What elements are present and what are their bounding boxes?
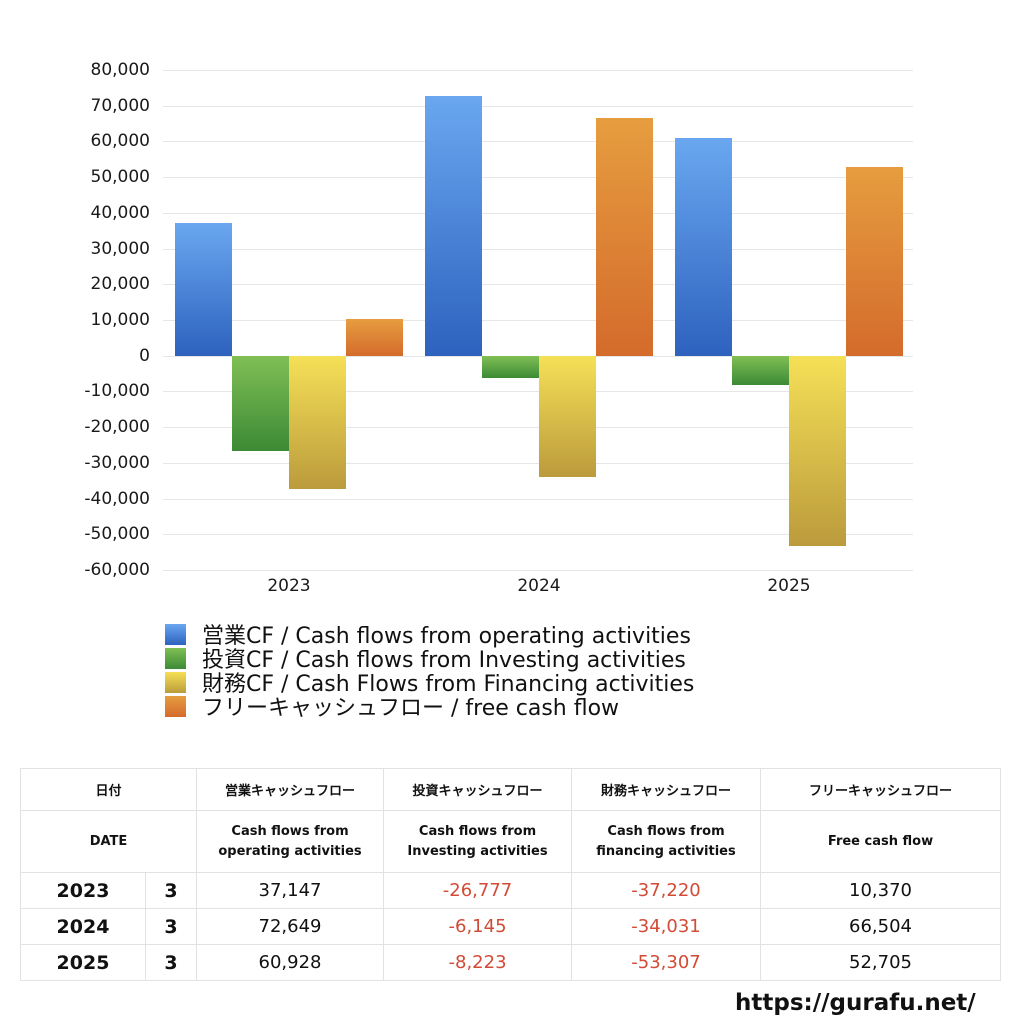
bar-2023-series-1 [232, 355, 289, 452]
legend-swatch [165, 671, 186, 693]
y-axis-tick-label: -40,000 [84, 488, 150, 509]
cell-year: 2023 [20, 872, 146, 909]
legend-swatch [165, 623, 186, 645]
header-investing-jp: 投資キャッシュフロー [383, 768, 573, 811]
cash-flow-chart: 80,000 70,000 60,000 50,000 40,000 30,000 20,0… [84, 60, 913, 596]
cell-operating: 37,147 [196, 872, 385, 909]
x-axis-tick-label: 2024 [517, 576, 561, 596]
legend-label: 財務CF / Cash Flows from Financing activit… [202, 672, 695, 697]
y-axis-tick-label: 70,000 [90, 95, 150, 116]
table-header-en: DATE Cash flows from operating activities… [19, 810, 1002, 873]
cell-financing: -53,307 [571, 944, 762, 981]
header-financing-jp: 財務キャッシュフロー [571, 768, 762, 811]
y-axis-tick-label: 30,000 [90, 238, 150, 259]
header-operating-en: Cash flows from operating activities [196, 810, 385, 873]
gridline [163, 320, 913, 321]
bar-2023-series-2 [289, 355, 346, 489]
y-axis-tick-label: -60,000 [84, 560, 150, 580]
table-row: 2023 3 37,147 -26,777 -37,220 10,370 [20, 872, 1002, 909]
cell-month: 3 [144, 872, 198, 909]
gridline [163, 70, 913, 71]
bar-2025-series-3 [846, 167, 903, 356]
y-axis-tick-label: 0 [139, 345, 150, 366]
bar-2024-series-0 [425, 96, 482, 356]
cell-free: 10,370 [760, 872, 1002, 909]
cell-free: 66,504 [760, 908, 1002, 945]
cell-investing: -26,777 [383, 872, 573, 909]
bar-2024-series-3 [596, 118, 653, 356]
bar-2023-series-3 [346, 318, 403, 356]
bar-2025-series-1 [732, 355, 789, 386]
cell-investing: -6,145 [383, 908, 573, 945]
legend-swatch [165, 695, 186, 717]
y-axis-tick-label: -10,000 [84, 381, 150, 402]
legend-label: 投資CF / Cash flows from Investing activit… [202, 648, 686, 673]
legend-label: フリーキャッシュフロー / free cash flow [202, 696, 620, 721]
cell-financing: -37,220 [571, 872, 762, 909]
cell-operating: 72,649 [196, 908, 385, 945]
y-axis-tick-label: -20,000 [84, 417, 150, 438]
site-url[interactable]: https://gurafu.net/ [735, 990, 976, 1016]
legend-item: 営業CF / Cash flows from operating activit… [165, 622, 694, 649]
bar-2024-series-1 [482, 355, 539, 378]
legend-item: 投資CF / Cash flows from Investing activit… [165, 646, 694, 673]
header-date-en: DATE [19, 810, 198, 873]
legend-item: フリーキャッシュフロー / free cash flow [165, 694, 694, 721]
header-free-jp: フリーキャッシュフロー [760, 768, 1002, 811]
x-axis-tick-label: 2025 [767, 576, 811, 596]
header-investing-en: Cash flows from Investing activities [383, 810, 573, 873]
chart-legend: 営業CF / Cash flows from operating activit… [165, 622, 694, 721]
gridline [163, 177, 913, 178]
y-axis-tick-label: -30,000 [84, 452, 150, 473]
cell-investing: -8,223 [383, 944, 573, 981]
gridline [163, 213, 913, 214]
y-axis-tick-label: 40,000 [90, 202, 150, 223]
table-row: 2025 3 60,928 -8,223 -53,307 52,705 [20, 944, 1002, 981]
gridline [163, 499, 913, 500]
x-axis-tick-label: 2023 [267, 576, 311, 596]
y-axis-tick-label: 60,000 [90, 131, 150, 152]
header-free-en: Free cash flow [760, 810, 1002, 873]
table-row: 2024 3 72,649 -6,145 -34,031 66,504 [20, 908, 1002, 945]
y-axis-tick-label: 50,000 [90, 167, 150, 188]
table-header-jp: 日付 営業キャッシュフロー 投資キャッシュフロー 財務キャッシュフロー フリーキ… [19, 768, 1002, 811]
gridline [163, 463, 913, 464]
cell-operating: 60,928 [196, 944, 385, 981]
gridline [163, 427, 913, 428]
gridline [163, 106, 913, 107]
cash-flow-table: 日付 営業キャッシュフロー 投資キャッシュフロー 財務キャッシュフロー フリーキ… [19, 768, 1002, 981]
legend-label: 営業CF / Cash flows from operating activit… [202, 624, 691, 649]
bar-2025-series-2 [789, 355, 846, 547]
y-axis-tick-label: 10,000 [90, 310, 150, 330]
bar-2025-series-0 [675, 138, 732, 356]
header-financing-en: Cash flows from financing activities [571, 810, 762, 873]
cell-month: 3 [144, 944, 198, 981]
cell-month: 3 [144, 908, 198, 945]
cell-year: 2025 [20, 944, 146, 981]
bar-2023-series-0 [175, 223, 232, 356]
cell-free: 52,705 [760, 944, 1002, 981]
cell-year: 2024 [20, 908, 146, 945]
gridline [163, 284, 913, 285]
header-operating-jp: 営業キャッシュフロー [196, 768, 385, 811]
gridline [163, 570, 913, 571]
header-date-jp: 日付 [19, 768, 198, 811]
gridline [163, 534, 913, 535]
legend-item: 財務CF / Cash Flows from Financing activit… [165, 670, 694, 697]
gridline [163, 391, 913, 392]
gridline [163, 141, 913, 142]
y-axis-tick-label: -50,000 [84, 524, 150, 545]
legend-swatch [165, 647, 186, 669]
cell-financing: -34,031 [571, 908, 762, 945]
y-axis-tick-label: 80,000 [90, 60, 150, 80]
gridline [163, 249, 913, 250]
y-axis-tick-label: 20,000 [90, 274, 150, 295]
bar-2024-series-2 [539, 355, 596, 478]
